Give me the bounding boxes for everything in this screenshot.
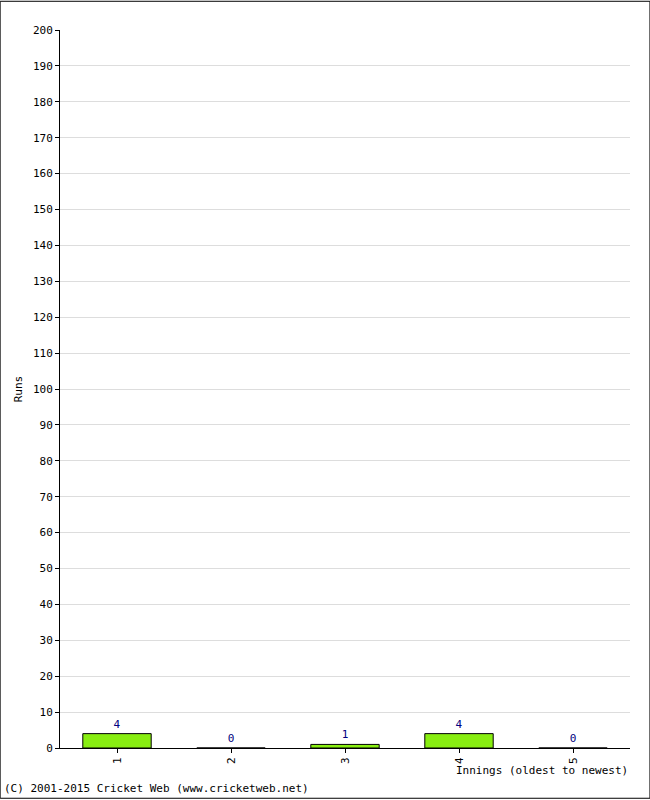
svg-text:190: 190 [33, 60, 53, 73]
svg-text:4: 4 [453, 757, 466, 764]
svg-text:110: 110 [33, 347, 53, 360]
svg-text:0: 0 [570, 732, 577, 745]
svg-text:0: 0 [46, 742, 53, 755]
svg-text:Innings (oldest to newest): Innings (oldest to newest) [456, 764, 628, 777]
svg-text:(C) 2001-2015 Cricket Web (www: (C) 2001-2015 Cricket Web (www.cricketwe… [4, 782, 309, 795]
svg-text:120: 120 [33, 311, 53, 324]
svg-text:50: 50 [40, 562, 53, 575]
svg-text:4: 4 [114, 718, 121, 731]
svg-text:60: 60 [40, 526, 53, 539]
svg-text:200: 200 [33, 24, 53, 37]
svg-text:170: 170 [33, 132, 53, 145]
svg-text:20: 20 [40, 670, 53, 683]
svg-text:1: 1 [342, 728, 349, 741]
svg-text:0: 0 [228, 732, 235, 745]
svg-text:70: 70 [40, 491, 53, 504]
svg-text:30: 30 [40, 634, 53, 647]
svg-text:Runs: Runs [12, 376, 25, 403]
svg-text:100: 100 [33, 383, 53, 396]
svg-text:40: 40 [40, 598, 53, 611]
svg-text:5: 5 [567, 757, 580, 764]
svg-text:130: 130 [33, 275, 53, 288]
svg-text:150: 150 [33, 203, 53, 216]
svg-text:1: 1 [111, 757, 124, 764]
svg-text:2: 2 [225, 757, 238, 764]
svg-text:160: 160 [33, 167, 53, 180]
svg-text:90: 90 [40, 419, 53, 432]
svg-text:140: 140 [33, 239, 53, 252]
svg-text:3: 3 [339, 757, 352, 764]
svg-text:10: 10 [40, 706, 53, 719]
svg-text:180: 180 [33, 96, 53, 109]
svg-text:80: 80 [40, 455, 53, 468]
svg-text:4: 4 [456, 718, 463, 731]
